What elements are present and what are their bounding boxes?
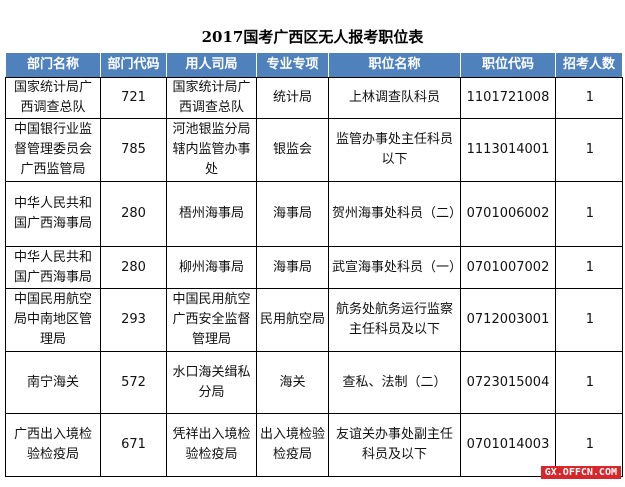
table-cell: 280 xyxy=(100,246,167,289)
table-cell: 中华人民共和国广西海事局 xyxy=(5,246,101,289)
table-cell: 1 xyxy=(555,77,623,119)
column-header: 专业专项 xyxy=(256,52,329,78)
table-cell: 海事局 xyxy=(256,246,329,289)
column-header: 招考人数 xyxy=(555,52,623,78)
table-cell: 梧州海事局 xyxy=(166,181,257,247)
table-cell: 293 xyxy=(100,288,167,352)
table-cell: 721 xyxy=(100,77,167,119)
positions-table: 部门名称 部门代码 用人司局 专业专项 职位名称 职位代码 招考人数 国家统计局广西调查总队… xyxy=(5,52,623,477)
table-cell: 280 xyxy=(100,181,167,247)
watermark-logo: GX.OFFCN.COM xyxy=(540,466,621,479)
table-cell: 海关 xyxy=(256,351,329,414)
column-header: 职位名称 xyxy=(328,52,461,78)
table-cell: 中国民用航空广西安全监督管理局 xyxy=(166,288,257,352)
table-cell: 监管办事处主任科员以下 xyxy=(328,118,461,182)
table-cell: 上林调查队科员 xyxy=(328,77,461,119)
column-header: 职位代码 xyxy=(460,52,556,78)
table-cell: 友谊关办事处副主任科员及以下 xyxy=(328,413,461,477)
column-header: 部门名称 xyxy=(5,52,101,78)
table-cell: 南宁海关 xyxy=(5,351,101,414)
table-cell: 民用航空局 xyxy=(256,288,329,352)
table-cell: 航务处航务运行监察主任科员及以下 xyxy=(328,288,461,352)
column-header: 部门代码 xyxy=(100,52,167,78)
table-cell: 1 xyxy=(555,351,623,414)
table-cell: 785 xyxy=(100,118,167,182)
table-cell: 0701007002 xyxy=(460,246,556,289)
table-cell: 中国民用航空局中南地区管理局 xyxy=(5,288,101,352)
table-cell: 1 xyxy=(555,288,623,352)
table-cell: 武宣海事处科员（一） xyxy=(328,246,462,289)
table-cell: 1101721008 xyxy=(460,77,556,119)
table-cell: 统计局 xyxy=(256,77,329,119)
table-cell: 0701014003 xyxy=(460,413,556,477)
table-cell: 海事局 xyxy=(256,181,329,247)
table-header: 部门名称 部门代码 用人司局 专业专项 职位名称 职位代码 招考人数 xyxy=(5,52,623,78)
page-title: 2017国考广西区无人报考职位表 xyxy=(201,28,424,46)
table-row: 中国银行业监督管理委员会广西监管局 785 河池银监分局辖内监管办事处 银监会 监管办事… xyxy=(5,118,623,182)
table-cell: 广西出入境检验检疫局 xyxy=(5,413,101,477)
table-cell: 出入境检验检疫局 xyxy=(256,413,329,477)
table-cell: 国家统计局广西调查总队 xyxy=(5,77,101,119)
table-cell: 1 xyxy=(555,246,623,289)
table-row: 中华人民共和国广西海事局 280 梧州海事局 海事局 贺州海事处科员（二） 0701006… xyxy=(5,181,623,247)
table-cell: 国家统计局广西调查总队 xyxy=(166,77,257,119)
table-cell: 柳州海事局 xyxy=(166,246,257,289)
table-cell: 中华人民共和国广西海事局 xyxy=(5,181,101,247)
table-row: 南宁海关 572 水口海关缉私分局 海关 查私、法制（二） 0723015004 1 xyxy=(5,351,623,414)
table-row: 中华人民共和国广西海事局 280 柳州海事局 海事局 武宣海事处科员（一） 0701007… xyxy=(5,246,623,289)
table-row: 国家统计局广西调查总队 721 国家统计局广西调查总队 统计局 上林调查队科员 11017… xyxy=(5,77,623,119)
column-header: 用人司局 xyxy=(166,52,257,78)
table-cell: 中国银行业监督管理委员会广西监管局 xyxy=(5,118,101,182)
table-cell: 水口海关缉私分局 xyxy=(166,351,257,414)
table-cell: 0701006002 xyxy=(460,181,556,247)
table-cell: 572 xyxy=(100,351,167,414)
table-cell: 凭祥出入境检验检疫局 xyxy=(166,413,257,477)
table-cell: 1113014001 xyxy=(460,118,556,182)
table-cell: 查私、法制（二） xyxy=(328,351,461,414)
table-cell: 银监会 xyxy=(256,118,329,182)
table-cell: 1 xyxy=(555,181,623,247)
table-cell: 0723015004 xyxy=(460,351,556,414)
table-row: 广西出入境检验检疫局 671 凭祥出入境检验检疫局 出入境检验检疫局 友谊关办事处副主任… xyxy=(5,413,623,477)
table-cell: 0712003001 xyxy=(460,288,556,352)
table-row: 中国民用航空局中南地区管理局 293 中国民用航空广西安全监督管理局 民用航空局 航务处… xyxy=(5,288,623,352)
table-cell: 贺州海事处科员（二） xyxy=(328,181,462,247)
table-cell: 1 xyxy=(555,118,623,182)
table-cell: 河池银监分局辖内监管办事处 xyxy=(166,118,257,182)
table-cell: 671 xyxy=(100,413,167,477)
